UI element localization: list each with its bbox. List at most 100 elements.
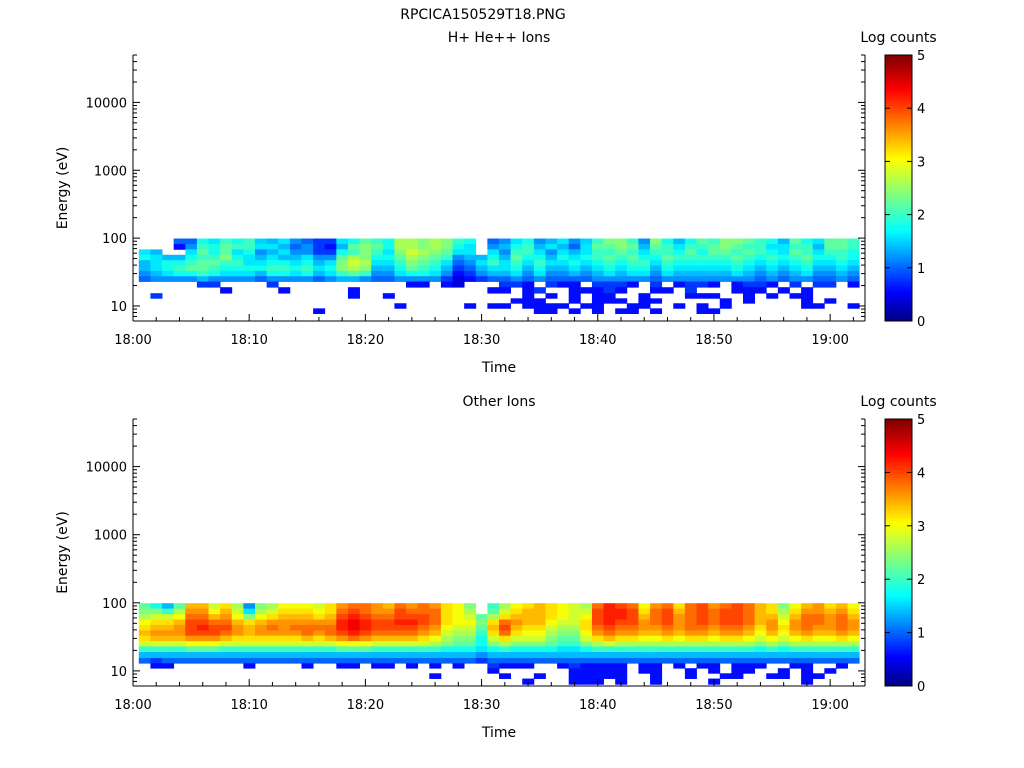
heatmap-cell [568, 608, 581, 615]
heatmap-cell [812, 652, 825, 659]
heatmap-cell [475, 652, 488, 659]
colorbar-segment [885, 156, 912, 160]
heatmap-cell [138, 276, 151, 282]
heatmap-cell [743, 608, 756, 615]
colorbar-segment [885, 153, 912, 157]
heatmap-cell [208, 238, 221, 245]
heatmap-cell [661, 276, 674, 282]
heatmap-cell [522, 678, 535, 685]
heatmap-cell [754, 254, 767, 261]
heatmap-cell [522, 646, 535, 653]
heatmap-cell [626, 281, 639, 288]
heatmap-cell [382, 663, 395, 669]
heatmap-cell [220, 614, 233, 620]
heatmap-cell [464, 652, 477, 659]
heatmap-cell [684, 260, 697, 266]
colorbar-segment [885, 627, 912, 631]
heatmap-cell [347, 619, 360, 626]
heatmap-cell [499, 303, 512, 309]
heatmap-cell [162, 265, 175, 272]
heatmap-cell [568, 281, 581, 288]
heatmap-cell [452, 603, 465, 609]
heatmap-cell [557, 619, 570, 626]
heatmap-cell [347, 630, 360, 637]
heatmap-cell [336, 624, 349, 631]
heatmap-cell [696, 265, 709, 272]
heatmap-cell [661, 624, 674, 631]
heatmap-cell [359, 265, 372, 272]
heatmap-cell [487, 652, 500, 659]
heatmap-cell [417, 238, 430, 245]
colorbar-segment [885, 491, 912, 495]
heatmap-cell [487, 641, 500, 647]
heatmap-cell [220, 619, 233, 626]
heatmap-cell [580, 678, 593, 685]
heatmap-cell [789, 652, 802, 659]
heatmap-cell [324, 652, 337, 659]
heatmap-cell [231, 265, 244, 272]
heatmap-cell [289, 603, 302, 609]
heatmap-cell [487, 635, 500, 642]
colorbar-segment [885, 597, 912, 601]
heatmap-cell [196, 624, 209, 631]
heatmap-cell [650, 281, 663, 288]
heatmap-cell [510, 619, 523, 626]
heatmap-cell [417, 270, 430, 277]
heatmap-cell [626, 635, 639, 642]
colorbar-segment [885, 544, 912, 548]
heatmap-cell [464, 603, 477, 609]
heatmap-cell [696, 608, 709, 615]
heatmap-cell [313, 603, 326, 609]
heatmap-cell [557, 646, 570, 653]
heatmap-cell [533, 624, 546, 631]
heatmap-cell [464, 243, 477, 250]
colorbar-segment [885, 225, 912, 229]
heatmap-cell [440, 270, 453, 277]
x-tick-label: 19:00 [811, 698, 848, 713]
heatmap-cell [533, 652, 546, 659]
heatmap-cell [719, 624, 732, 631]
heatmap-cell [138, 646, 151, 653]
heatmap-cell [708, 608, 721, 615]
x-axis-label: Time [481, 725, 516, 741]
heatmap-cell [417, 630, 430, 637]
heatmap-cell [196, 641, 209, 647]
heatmap-cell [557, 652, 570, 659]
heatmap-cell [615, 287, 628, 294]
heatmap-cell [208, 624, 221, 631]
heatmap-cell [812, 673, 825, 679]
heatmap-cell [591, 243, 604, 250]
heatmap-cell [266, 238, 279, 245]
heatmap-cell [824, 276, 837, 282]
heatmap-cell [464, 265, 477, 272]
heatmap-cell [440, 658, 453, 664]
heatmap-cell [626, 265, 639, 272]
heatmap-cell [661, 265, 674, 272]
y-axis-label: Energy (eV) [55, 147, 71, 230]
heatmap-cell [336, 260, 349, 266]
heatmap-cell [313, 619, 326, 626]
heatmap-cell [266, 276, 279, 282]
heatmap-cell [138, 658, 151, 664]
heatmap-cell [359, 624, 372, 631]
heatmap-cell [731, 663, 744, 669]
heatmap-cell [196, 270, 209, 277]
heatmap-cell [464, 254, 477, 261]
heatmap-cell [359, 243, 372, 250]
heatmap-cell [208, 619, 221, 626]
heatmap-cell [684, 668, 697, 674]
heatmap-cell [673, 614, 686, 620]
heatmap-cell [650, 678, 663, 685]
heatmap-cell [522, 260, 535, 266]
heatmap-cell [719, 270, 732, 277]
colorbar-segment [885, 453, 912, 457]
heatmap-cell [824, 646, 837, 653]
heatmap-cell [766, 243, 779, 250]
heatmap-cell [464, 270, 477, 277]
heatmap-cell [289, 646, 302, 653]
heatmap-cell [429, 249, 442, 256]
heatmap-cell [580, 624, 593, 631]
heatmap-cell [452, 646, 465, 653]
heatmap-cell [789, 630, 802, 637]
heatmap-cell [162, 260, 175, 266]
